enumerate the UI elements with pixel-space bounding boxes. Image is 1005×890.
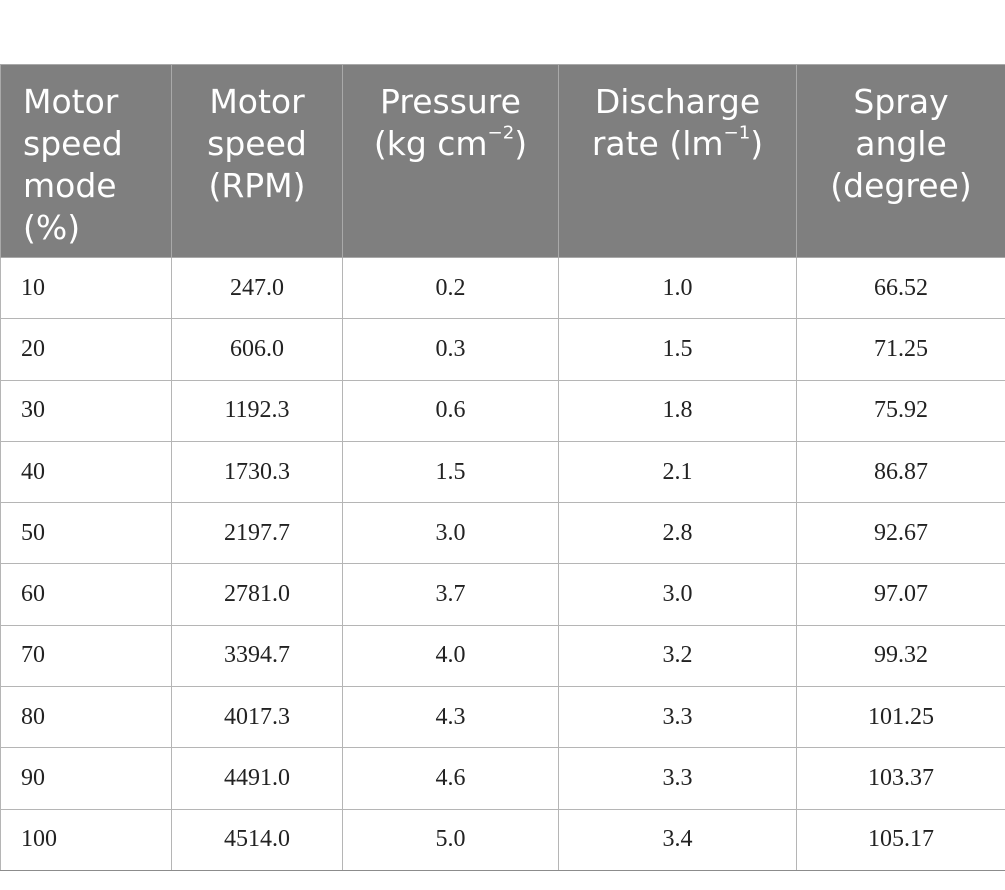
rpm-cell: 2781.0 [171,563,343,626]
header-unit-text: rate (lm [591,124,724,163]
pressure-cell: 1.5 [342,440,559,504]
header-line: speed [207,124,307,163]
mode-cell: 10 [0,256,172,320]
discharge-cell: 3.3 [558,686,797,749]
header-discharge-rate: Discharge rate (lm−1) [558,64,797,258]
table-row: 90 4491.0 4.6 3.3 103.37 [0,747,1005,810]
header-line: speed [23,124,123,163]
rpm-cell: 4491.0 [171,747,343,810]
rpm-cell: 3394.7 [171,624,343,688]
mode-cell: 50 [0,502,172,565]
discharge-cell: 3.3 [558,747,797,810]
motor-speed-table: Motor speed mode (%) Motor speed (RPM) P… [0,64,1005,871]
rpm-cell: 1192.3 [171,379,343,442]
pressure-cell: 3.7 [342,563,559,626]
rpm-cell: 2197.7 [171,502,343,565]
discharge-cell: 2.8 [558,502,797,565]
header-unit-exponent: −2 [487,122,515,144]
pressure-cell: 0.6 [342,379,559,442]
spray-angle-cell: 71.25 [796,318,1005,381]
spray-angle-cell: 97.07 [796,563,1005,626]
header-line: Motor [23,82,119,121]
table-row: 100 4514.0 5.0 3.4 105.17 [0,808,1005,871]
spray-angle-cell: 75.92 [796,379,1005,442]
mode-cell: 80 [0,686,172,749]
rpm-cell: 247.0 [171,256,343,320]
mode-cell: 20 [0,318,172,381]
header-line-with-unit: rate (lm−1) [569,123,786,165]
spray-angle-cell: 101.25 [796,686,1005,749]
spray-angle-cell: 86.87 [796,440,1005,504]
data-table-container: Motor speed mode (%) Motor speed (RPM) P… [0,64,1005,871]
table-row: 40 1730.3 1.5 2.1 86.87 [0,440,1005,504]
header-motor-speed-rpm: Motor speed (RPM) [171,64,343,258]
header-unit-exponent: −1 [723,122,751,144]
mode-cell: 30 [0,379,172,442]
mode-cell: 90 [0,747,172,810]
mode-cell: 100 [0,808,172,871]
mode-cell: 70 [0,624,172,688]
header-unit-close: ) [750,124,764,163]
header-pressure: Pressure (kg cm−2) [342,64,559,258]
table-row: 10 247.0 0.2 1.0 66.52 [0,256,1005,320]
pressure-cell: 4.6 [342,747,559,810]
table-row: 60 2781.0 3.7 3.0 97.07 [0,563,1005,626]
rpm-cell: 606.0 [171,318,343,381]
header-line: Pressure [380,82,521,121]
header-line: angle [855,124,947,163]
header-line: Discharge [594,82,761,121]
discharge-cell: 2.1 [558,440,797,504]
pressure-cell: 4.3 [342,686,559,749]
header-line: (%) [23,208,81,247]
header-line: mode [23,166,117,205]
rpm-cell: 4514.0 [171,808,343,871]
pressure-cell: 5.0 [342,808,559,871]
mode-cell: 60 [0,563,172,626]
header-line-with-unit: (kg cm−2) [353,123,548,165]
pressure-cell: 0.2 [342,256,559,320]
header-line: (RPM) [208,166,306,205]
pressure-cell: 0.3 [342,318,559,381]
header-line: (degree) [830,166,972,205]
spray-angle-cell: 105.17 [796,808,1005,871]
table-header-row: Motor speed mode (%) Motor speed (RPM) P… [0,64,1005,258]
spray-angle-cell: 103.37 [796,747,1005,810]
discharge-cell: 1.8 [558,379,797,442]
spray-angle-cell: 66.52 [796,256,1005,320]
spray-angle-cell: 92.67 [796,502,1005,565]
header-line: Spray [853,82,949,121]
pressure-cell: 3.0 [342,502,559,565]
table-row: 30 1192.3 0.6 1.8 75.92 [0,379,1005,442]
header-unit-close: ) [514,124,528,163]
discharge-cell: 3.0 [558,563,797,626]
mode-cell: 40 [0,440,172,504]
discharge-cell: 3.4 [558,808,797,871]
table-body: 10 247.0 0.2 1.0 66.52 20 606.0 0.3 1.5 71.25 30 11… [0,256,1005,871]
discharge-cell: 1.5 [558,318,797,381]
rpm-cell: 1730.3 [171,440,343,504]
table-row: 80 4017.3 4.3 3.3 101.25 [0,686,1005,749]
table-row: 70 3394.7 4.0 3.2 99.32 [0,624,1005,688]
discharge-cell: 3.2 [558,624,797,688]
table-row: 20 606.0 0.3 1.5 71.25 [0,318,1005,381]
pressure-cell: 4.0 [342,624,559,688]
header-motor-speed-mode: Motor speed mode (%) [0,64,172,258]
spray-angle-cell: 99.32 [796,624,1005,688]
table-row: 50 2197.7 3.0 2.8 92.67 [0,502,1005,565]
rpm-cell: 4017.3 [171,686,343,749]
header-spray-angle: Spray angle (degree) [796,64,1005,258]
header-line: Motor [209,82,305,121]
discharge-cell: 1.0 [558,256,797,320]
header-unit-text: (kg cm [373,124,488,163]
